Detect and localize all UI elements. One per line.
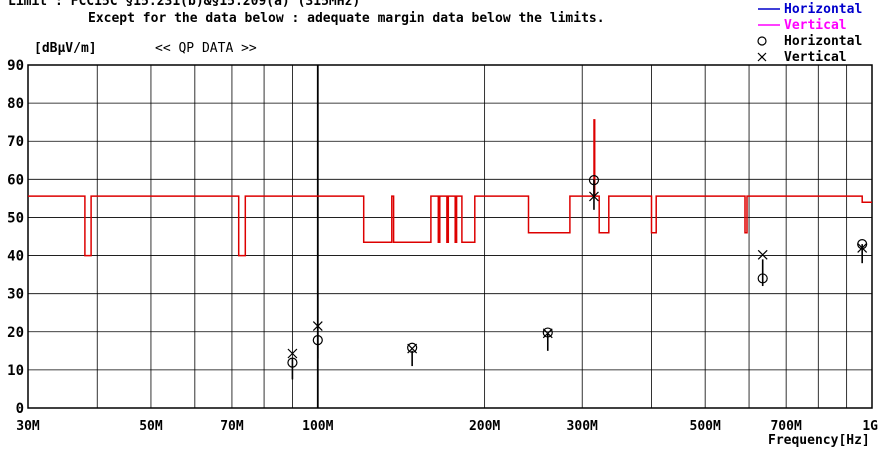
measurement-markers — [287, 174, 868, 368]
cross-marker — [857, 243, 868, 253]
chart-title: << QP DATA >> — [155, 41, 257, 56]
limit-note: Except for the data below : adequate mar… — [88, 11, 605, 26]
cross-marker — [407, 343, 418, 354]
limit-line — [28, 119, 872, 257]
legend-cross-marker-icon — [757, 52, 767, 62]
y-tick-label: 30 — [7, 287, 24, 303]
legend-marker-horizontal-label: Horizontal — [784, 34, 862, 49]
circle-marker — [542, 327, 553, 338]
x-tick-label: 200M — [469, 419, 500, 434]
y-tick-label: 70 — [7, 134, 24, 150]
y-tick-label: 20 — [7, 325, 24, 341]
y-axis-label: [dBμV/m] — [34, 41, 97, 56]
tick-labels: 0 10 20 30 40 50 60 70 80 90 30M 50M 70M 100M 200M 300M… — [7, 58, 878, 434]
limit-title: Limit : FCC15C §15.231(b)&§15.209(a) (31… — [8, 0, 360, 9]
cross-marker — [287, 348, 298, 359]
circle-marker — [588, 174, 600, 186]
x-axis-label: Frequency[Hz] — [768, 433, 870, 448]
x-tick-label: 100M — [302, 419, 333, 434]
circle-marker — [757, 273, 768, 284]
y-tick-label: 40 — [7, 249, 24, 265]
x-tick-label: 30M — [16, 419, 40, 434]
x-tick-label: 50M — [139, 419, 163, 434]
y-tick-label: 0 — [16, 401, 24, 417]
legend-circle-marker-icon — [757, 36, 767, 46]
grid — [27, 64, 873, 409]
cross-marker — [542, 328, 553, 339]
legend-line-vertical-label: Vertical — [784, 18, 847, 33]
legend-line-horizontal-label: Horizontal — [784, 2, 862, 17]
legend: Horizontal Vertical Horizontal Vertical — [757, 2, 862, 65]
measurement-stems — [291, 179, 863, 380]
x-tick-label: 70M — [220, 419, 244, 434]
y-tick-label: 80 — [7, 96, 24, 112]
circle-marker — [287, 357, 298, 368]
y-tick-label: 50 — [7, 210, 24, 226]
legend-marker-vertical-label: Vertical — [784, 50, 847, 65]
limit-polyline — [28, 119, 872, 257]
cross-marker — [312, 321, 323, 331]
x-tick-label: 500M — [690, 419, 721, 434]
cross-marker — [757, 249, 768, 260]
x-tick-label: 300M — [567, 419, 598, 434]
y-tick-label: 60 — [7, 172, 24, 188]
circle-marker — [312, 335, 323, 346]
y-tick-label: 10 — [7, 363, 24, 379]
cross-marker — [589, 191, 599, 202]
circle-marker — [407, 342, 418, 353]
x-tick-label: 1G — [862, 419, 878, 434]
y-tick-label: 90 — [7, 58, 24, 74]
plot-frame — [27, 64, 873, 409]
x-tick-label: 700M — [770, 419, 801, 434]
